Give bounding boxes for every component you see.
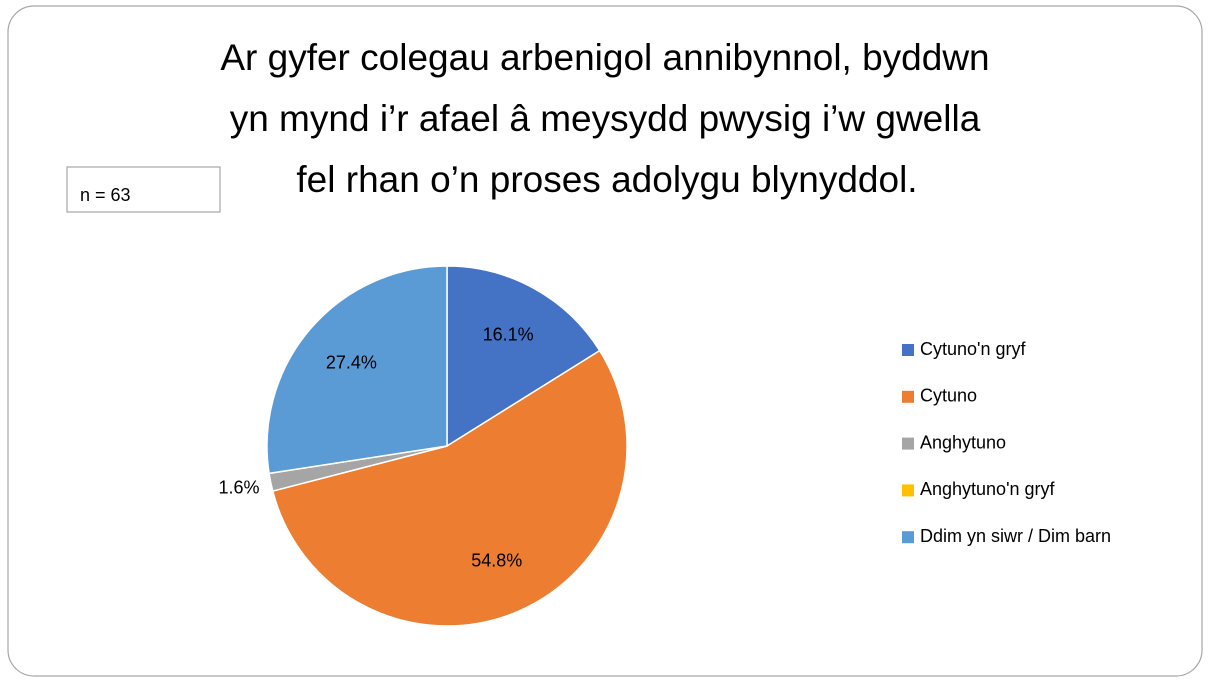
pie-slice bbox=[446, 265, 601, 448]
legend-label: Cytuno bbox=[920, 386, 977, 406]
annotation-box bbox=[66, 166, 221, 213]
legend-label: Ddim yn siwr / Dim barn bbox=[920, 526, 1111, 546]
data-label: 1.6% bbox=[218, 478, 259, 498]
annotation: n = 63 bbox=[80, 185, 131, 205]
legend-label: Cytuno'n gryf bbox=[920, 339, 1026, 359]
chart-title: yn mynd i’r afael â meysydd pwysig i’w g… bbox=[230, 98, 981, 139]
data-label: 27.4% bbox=[326, 353, 377, 373]
data-label: 54.8% bbox=[471, 551, 522, 571]
legend-label: Anghytuno bbox=[920, 432, 1006, 452]
pie-slice bbox=[266, 265, 448, 475]
chart-title: Ar gyfer colegau arbenigol annibynnol, b… bbox=[220, 37, 989, 78]
legend-swatch bbox=[902, 344, 914, 356]
legend-swatch bbox=[902, 437, 914, 450]
pie-slice bbox=[271, 349, 628, 627]
data-label: 16.1% bbox=[483, 325, 534, 345]
legend-swatch bbox=[902, 390, 914, 403]
legend-label: Anghytuno'n gryf bbox=[920, 479, 1056, 499]
legend-swatch bbox=[902, 484, 914, 497]
legend-swatch bbox=[902, 531, 914, 544]
chart-title: fel rhan o’n proses adolygu blynyddol. bbox=[296, 159, 917, 200]
